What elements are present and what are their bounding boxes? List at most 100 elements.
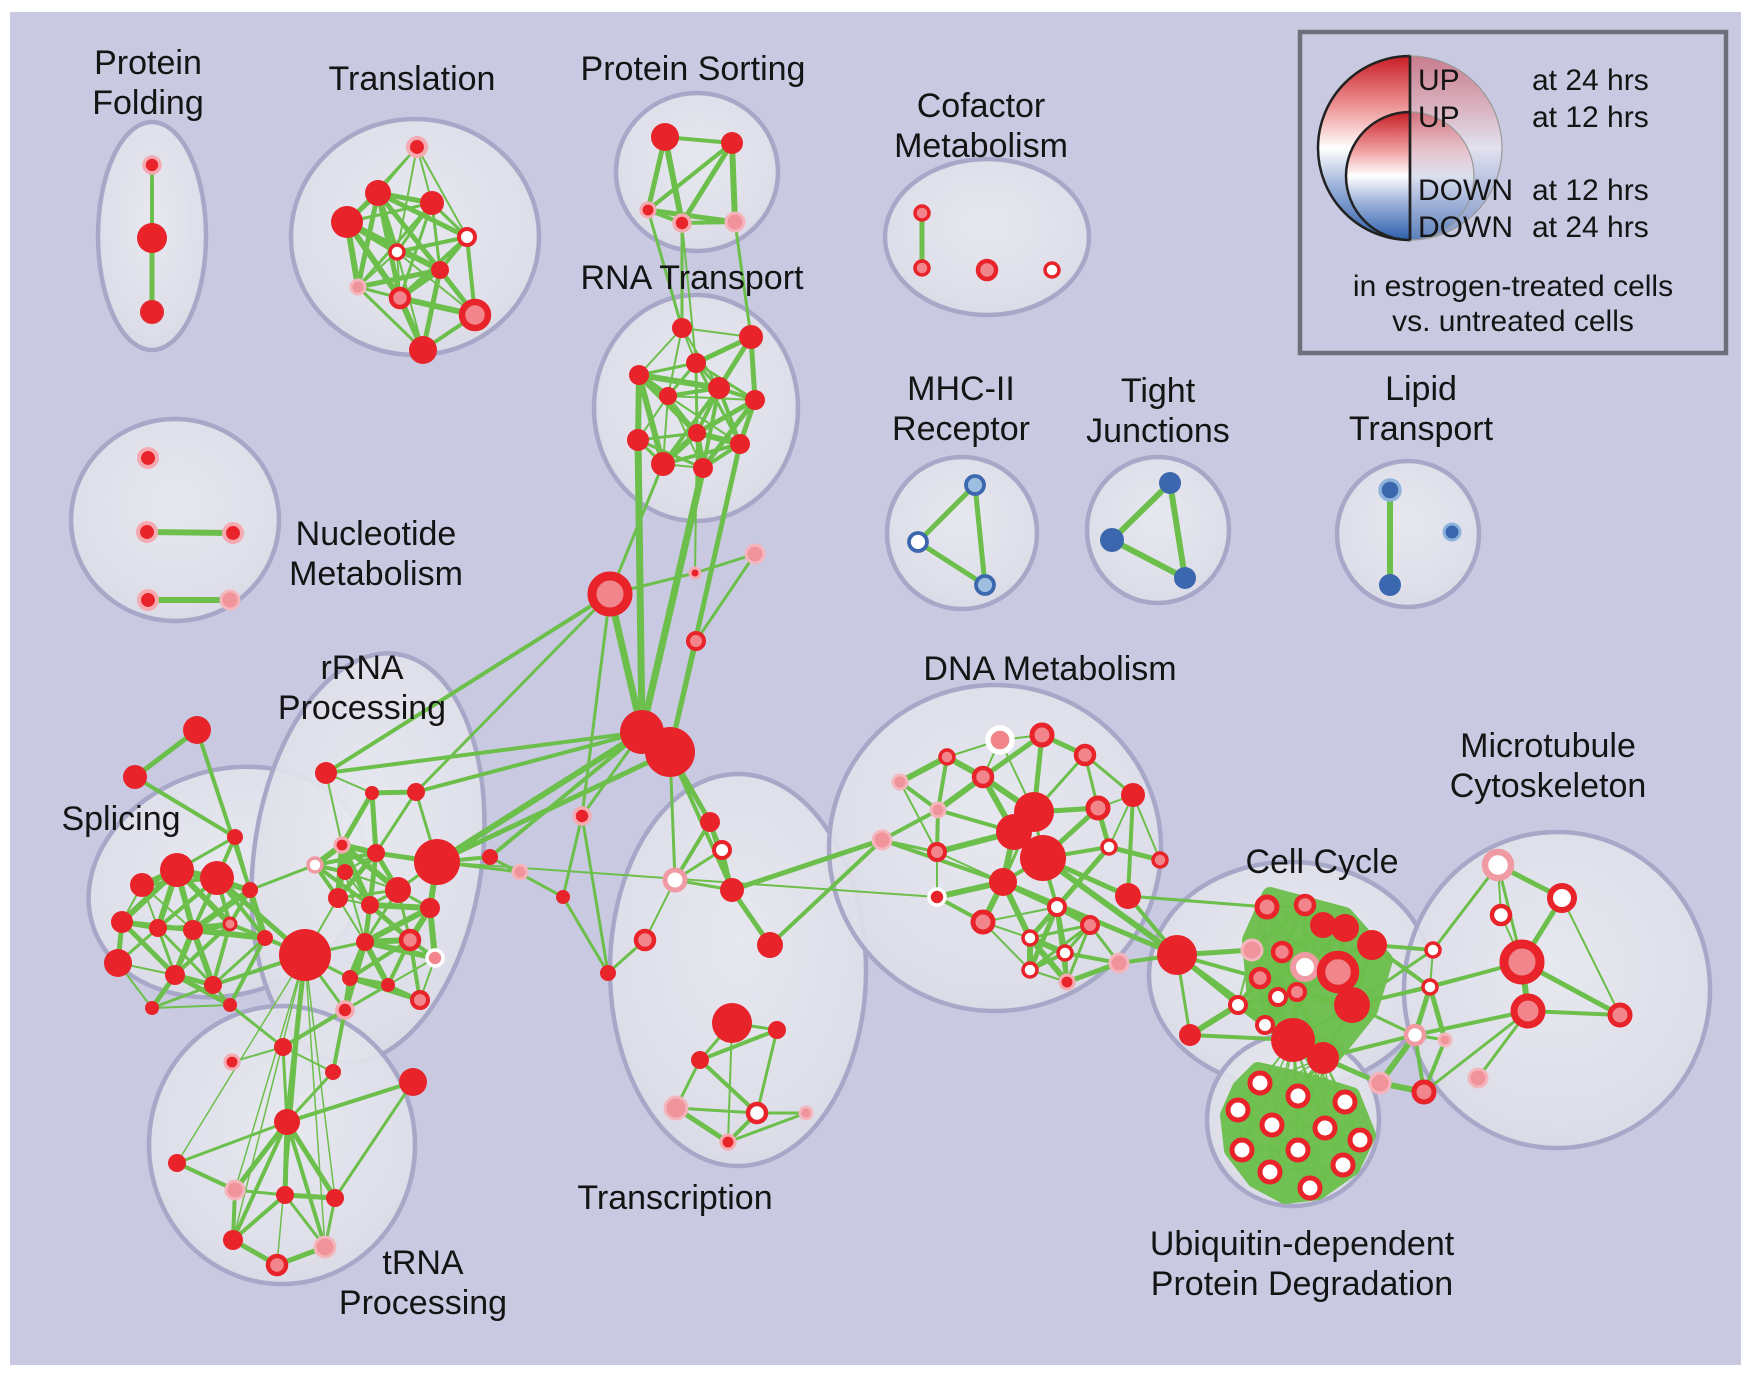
gene-node: [1293, 893, 1317, 917]
edge: [915, 539, 988, 588]
gene-node: [927, 842, 947, 862]
edge: [416, 146, 468, 238]
gene-node: [708, 377, 730, 399]
edge: [304, 954, 326, 1248]
edge: [726, 1111, 808, 1144]
gene-node: [1290, 952, 1320, 982]
edge: [667, 441, 743, 755]
gene-node: [1085, 795, 1111, 821]
gene-node: [1100, 528, 1124, 552]
gene-node: [724, 211, 746, 233]
edge: [414, 730, 644, 794]
gene-node: [996, 814, 1032, 850]
gene-node: [145, 1001, 159, 1015]
edge: [434, 729, 645, 865]
cluster-label-rt: RNA Transport: [581, 259, 805, 297]
gene-node: [221, 521, 245, 545]
gene-node: [1174, 567, 1196, 589]
gene-node: [1228, 995, 1248, 1015]
gene-node: [975, 258, 999, 282]
gene-node: [1271, 1018, 1315, 1062]
cluster-label-pf: Folding: [92, 84, 204, 122]
edge: [356, 285, 425, 352]
gene-node: [1021, 929, 1039, 947]
gene-node: [399, 1068, 427, 1096]
cluster-label-mc: Microtubule: [1460, 727, 1636, 765]
edge: [1413, 1009, 1530, 1037]
gene-node: [938, 748, 956, 766]
cluster-label-lp: Lipid: [1385, 370, 1457, 408]
cluster-label-mh: MHC-II: [907, 370, 1015, 408]
gene-node: [224, 1179, 246, 1201]
cluster-ellipse-tn: [146, 1003, 418, 1287]
gene-node: [1159, 472, 1181, 494]
edge: [667, 327, 683, 397]
edge: [1249, 902, 1308, 953]
gene-node: [1229, 1137, 1255, 1163]
gene-node: [1499, 939, 1545, 985]
edge: [638, 464, 707, 736]
gene-node: [365, 786, 379, 800]
gene-node: [1021, 961, 1039, 979]
edge: [362, 905, 433, 945]
gene-node: [274, 1109, 300, 1135]
edge: [698, 1058, 759, 1115]
gene-node: [149, 919, 167, 937]
gene-node: [1056, 944, 1074, 962]
gene-node: [1510, 993, 1546, 1029]
gene-node: [985, 725, 1015, 755]
cluster-ellipse-lp: [1334, 458, 1482, 610]
legend-time-label: at 24 hrs: [1532, 64, 1649, 97]
cluster-ellipse-nm: [68, 416, 282, 624]
gene-node: [672, 318, 692, 338]
edge: [561, 895, 610, 975]
gene-node: [913, 259, 931, 277]
edge: [374, 790, 418, 855]
gene-node: [1424, 941, 1442, 959]
edge: [561, 814, 584, 899]
cluster-label-ub: Ubiquitin-dependent: [1150, 1225, 1455, 1263]
edge: [1167, 480, 1188, 581]
edge: [395, 235, 469, 254]
gene-node: [974, 574, 996, 596]
gene-node: [744, 543, 766, 565]
edge: [313, 851, 378, 867]
gene-node: [407, 783, 425, 801]
gene-node: [556, 890, 570, 904]
edge: [331, 1008, 347, 1074]
gene-node: [279, 929, 331, 981]
gene-node: [111, 911, 133, 933]
gene-node: [768, 1021, 786, 1039]
edge: [285, 1120, 327, 1249]
gene-node: [388, 243, 406, 261]
edge: [880, 808, 940, 842]
edge: [339, 790, 375, 848]
cluster-label-lp: Transport: [1349, 410, 1494, 448]
legend-box: [1297, 29, 1729, 356]
gene-node: [1285, 1083, 1311, 1109]
gene-node: [971, 765, 995, 789]
legend-time-label: at 12 hrs: [1532, 174, 1649, 207]
gene-node: [342, 970, 358, 986]
gene-node: [1029, 722, 1055, 748]
gene-node: [721, 132, 743, 154]
edge: [694, 397, 758, 436]
gene-node: [1268, 987, 1288, 1007]
cluster-label-mc: Cytoskeleton: [1450, 767, 1647, 805]
cluster-ellipse-mc: [1401, 829, 1713, 1151]
edge: [645, 207, 738, 225]
gene-node: [219, 589, 241, 611]
gene-node: [1240, 938, 1264, 962]
gene-node: [431, 261, 449, 279]
legend-time-label: at 24 hrs: [1532, 211, 1649, 244]
gene-node: [1287, 982, 1307, 1002]
edge: [729, 140, 738, 225]
gene-node: [651, 123, 679, 151]
gene-node: [739, 325, 763, 349]
gene-node: [629, 365, 649, 385]
gene-node: [1547, 883, 1577, 913]
edge: [1028, 923, 1092, 940]
